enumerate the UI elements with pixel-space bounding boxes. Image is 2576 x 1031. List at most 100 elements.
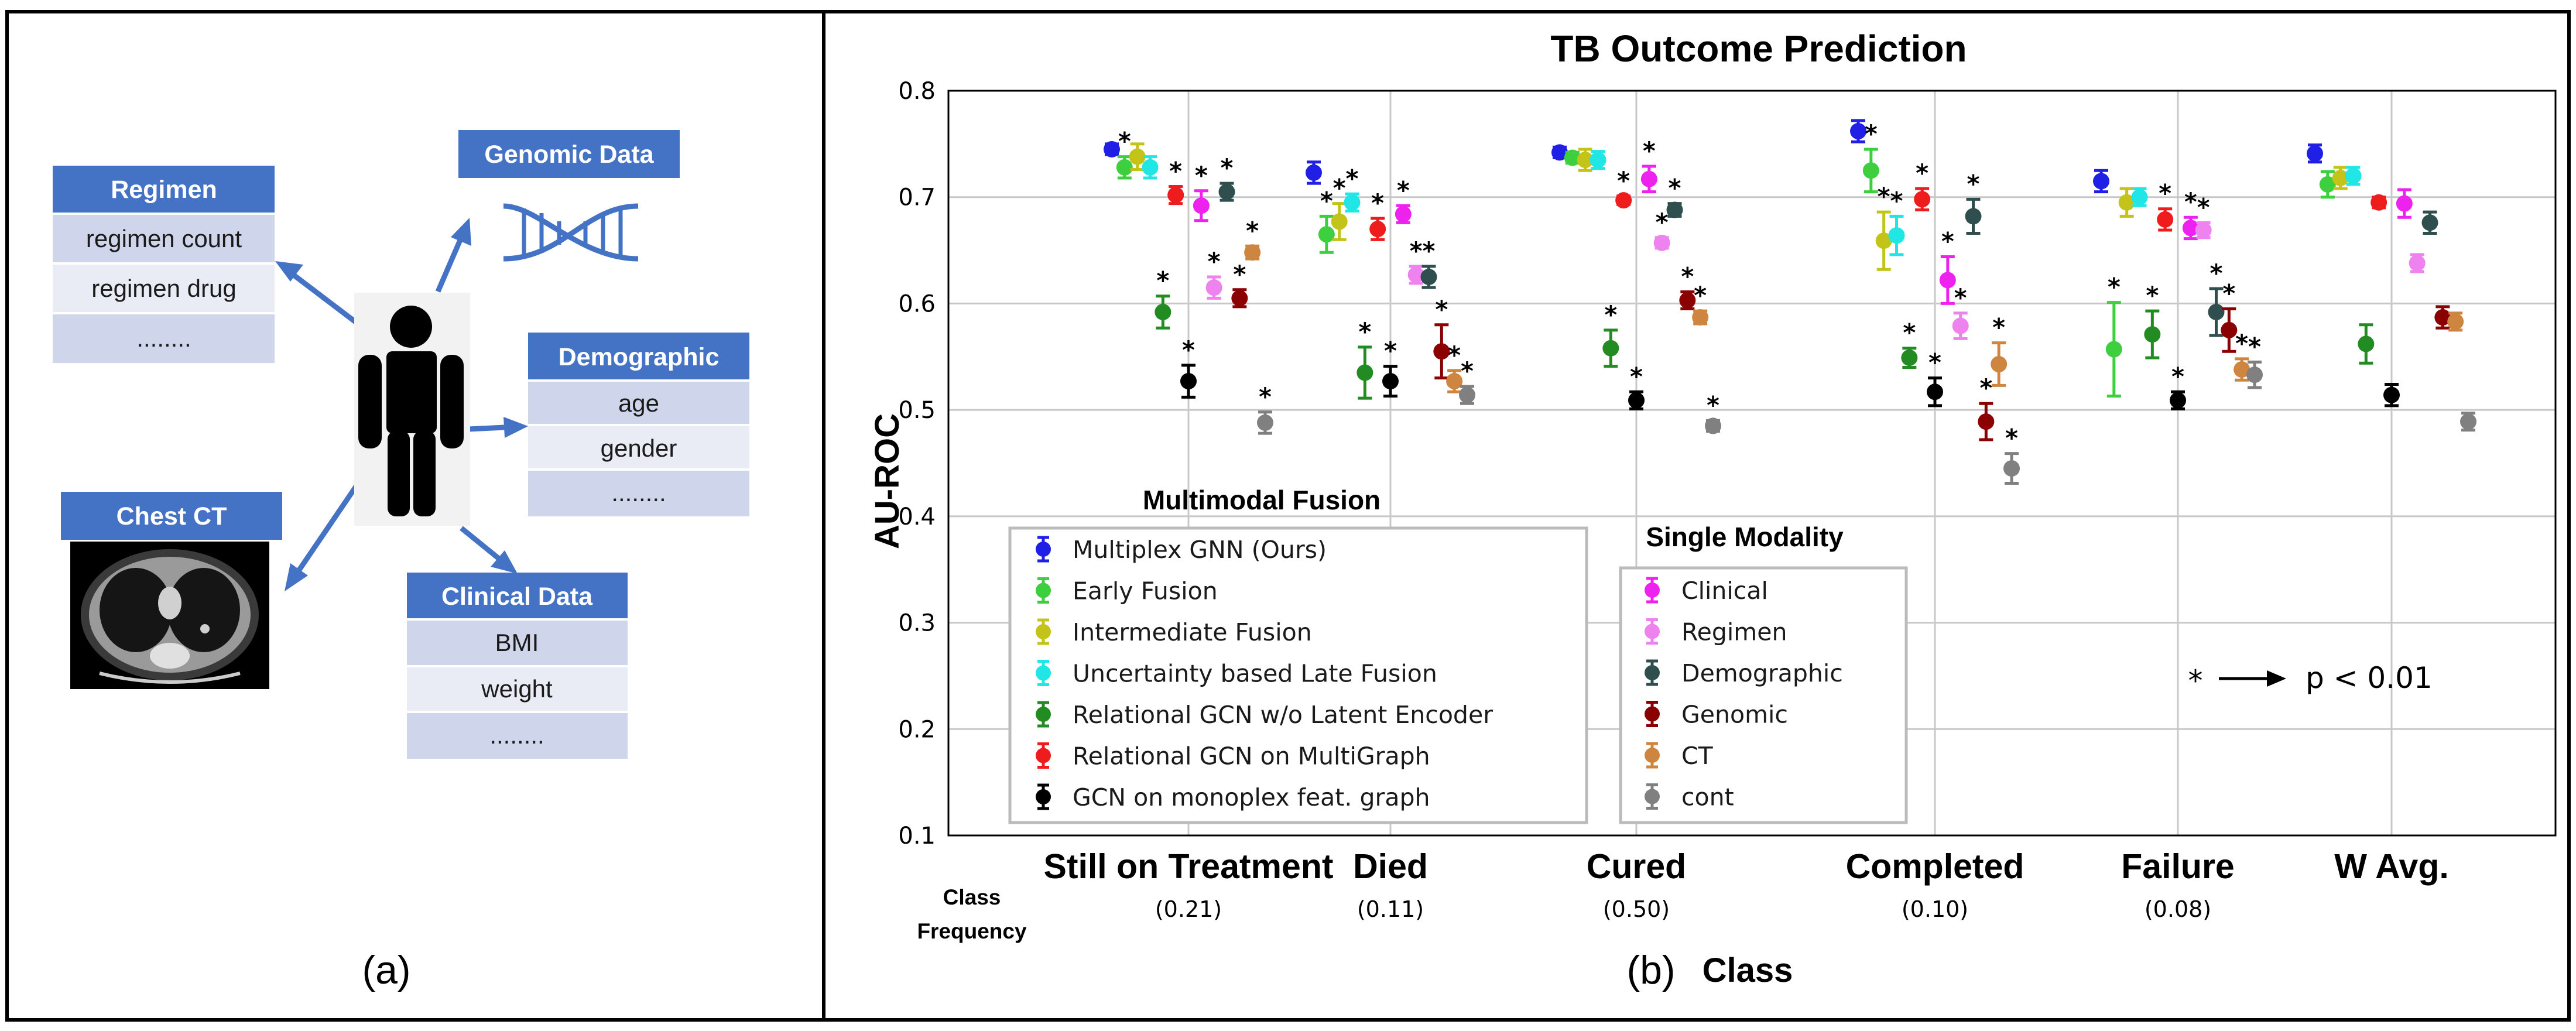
data-point: [1155, 303, 1171, 320]
significance-star: *: [1890, 186, 1903, 215]
significance-star: *: [1435, 295, 1448, 324]
data-point: [2131, 189, 2148, 205]
significance-star: *: [2159, 179, 2171, 208]
significance-star: *: [2146, 281, 2159, 310]
regimen-row-more: ........: [136, 324, 191, 352]
significance-star: *: [1259, 382, 1272, 411]
data-point: [1679, 292, 1696, 309]
regimen-table: Regimen regimen count regimen drug .....…: [53, 166, 275, 363]
data-point: [1564, 149, 1581, 166]
clinical-row-more: ........: [489, 721, 544, 749]
data-point: [1382, 373, 1399, 390]
legend-marker: [1036, 583, 1051, 598]
significance-star: *: [2184, 187, 2197, 216]
data-point: [1420, 269, 1437, 285]
significance-star: *: [1916, 159, 1928, 187]
y-tick-label: 0.4: [898, 503, 936, 530]
significance-note-symbol: *: [2188, 664, 2203, 698]
clinical-table: Clinical Data BMI weight ........: [407, 573, 628, 759]
data-point: [1653, 234, 1670, 251]
significance-note: * p < 0.01: [2188, 661, 2433, 698]
legend-single-title: Single Modality: [1646, 522, 1844, 552]
data-point: [1692, 309, 1709, 326]
data-point: [1446, 373, 1463, 390]
data-point: [2105, 341, 2122, 358]
demographic-table-title: Demographic: [559, 343, 720, 371]
data-point: [2182, 220, 2199, 237]
legend-marker: [1036, 748, 1051, 763]
legend-marker: [1036, 789, 1051, 804]
data-point: [1318, 226, 1335, 243]
significance-star: *: [1371, 189, 1384, 217]
chest-ct-block: Chest CT: [61, 492, 282, 689]
significance-star: *: [1333, 174, 1346, 203]
data-point: [1369, 221, 1386, 238]
class-frequency-died: (0.11): [1357, 896, 1424, 922]
class-frequency-cured: (0.50): [1603, 896, 1670, 922]
significance-star: *: [1681, 262, 1694, 290]
series-clinical: * * * * *: [1193, 136, 2413, 305]
significance-star: *: [1903, 318, 1916, 347]
data-point: [2358, 335, 2375, 352]
x-tick-failure: Failure: [2121, 847, 2234, 886]
regimen-row-count: regimen count: [86, 225, 242, 252]
legend-label: Clinical: [1681, 577, 1768, 605]
data-point: [1142, 159, 1159, 176]
significance-star: *: [1410, 237, 1423, 265]
class-frequencies: (0.21) (0.11) (0.50) (0.10) (0.08): [1155, 896, 2211, 922]
class-frequency-label-line2: Frequency: [917, 919, 1027, 943]
series-demographic: *** **: [1218, 153, 2438, 337]
data-point: [1257, 414, 1273, 431]
significance-star: *: [1669, 174, 1681, 203]
data-point: [1927, 383, 1943, 400]
arrow-to-clinical: [460, 526, 518, 574]
significance-star: *: [2222, 279, 2235, 308]
data-point: [2383, 386, 2400, 403]
legend-marker: [1645, 789, 1660, 804]
data-point: [1705, 417, 1721, 434]
data-point: [1888, 227, 1905, 244]
significance-star: *: [1941, 227, 1954, 255]
data-point: [2319, 176, 2336, 193]
demographic-row-more: ........: [611, 479, 666, 506]
data-point: [1129, 148, 1146, 165]
significance-star: *: [1169, 157, 1182, 186]
significance-star: *: [2171, 362, 2184, 391]
significance-star: *: [1221, 153, 1234, 182]
significance-star: *: [1384, 337, 1397, 365]
legend-marker: [1645, 665, 1660, 680]
legend-single-box: [1619, 566, 1908, 824]
y-tick-label: 0.7: [898, 184, 936, 211]
significance-star: *: [1967, 169, 1980, 198]
series-uncertainty-based-late-fusion: **: [1142, 150, 2362, 256]
chest-ct-image: [70, 542, 269, 689]
y-ticks: 0.1 0.2 0.3 0.4 0.5 0.6 0.7 0.8: [898, 78, 936, 850]
series-genomic: *****: [1231, 260, 2451, 441]
data-point: [2421, 214, 2438, 231]
legend-item-genomic: Genomic: [1645, 701, 1788, 729]
data-point: [1116, 159, 1133, 176]
significance-star: *: [1954, 283, 1967, 312]
legend-item-intermediate-fusion: Intermediate Fusion: [1036, 618, 1312, 646]
legend-marker: [1645, 706, 1660, 722]
significance-star: *: [2005, 424, 2018, 453]
data-point: [2157, 211, 2174, 228]
significance-star: *: [1182, 335, 1195, 364]
legend-label: Relational GCN on MultiGraph: [1073, 742, 1430, 770]
legend-item-ct: CT: [1645, 742, 1714, 770]
clinical-row-weight: weight: [481, 675, 553, 703]
significance-star: *: [1461, 357, 1474, 385]
data-point: [1901, 350, 1918, 366]
series-relational-gcn-w-o-latent-encoder: * * * * *: [1155, 266, 2375, 400]
data-point: [1551, 144, 1568, 161]
data-point: [1914, 191, 1931, 208]
data-point: [2307, 145, 2323, 162]
legend-label: GCN on monoplex feat. graph: [1073, 783, 1430, 811]
x-tick-completed: Completed: [1846, 847, 2025, 886]
legend-label: Early Fusion: [1073, 577, 1218, 605]
y-tick-label: 0.6: [898, 290, 936, 317]
class-frequency-failure: (0.08): [2145, 896, 2211, 922]
data-point: [1167, 187, 1184, 204]
data-point: [2093, 173, 2109, 190]
significance-star: *: [1694, 281, 1707, 310]
